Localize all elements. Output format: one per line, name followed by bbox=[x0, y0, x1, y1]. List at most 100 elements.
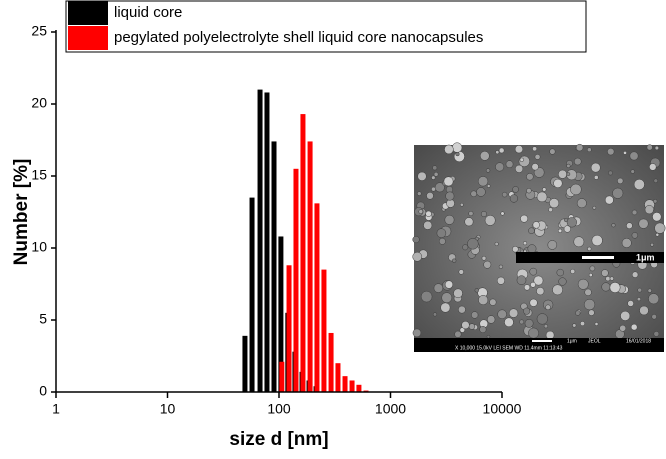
bar bbox=[321, 269, 327, 392]
sem-grain bbox=[417, 171, 427, 181]
sem-grain bbox=[524, 318, 534, 328]
sem-grain bbox=[653, 199, 658, 204]
sem-grain bbox=[436, 228, 447, 238]
sem-grain bbox=[467, 238, 479, 250]
sem-grain bbox=[650, 242, 654, 247]
sem-grain bbox=[573, 236, 585, 248]
sem-grain bbox=[611, 223, 616, 228]
sem-grain bbox=[605, 276, 611, 282]
y-axis-label: Number [%] bbox=[11, 159, 32, 266]
sem-grain bbox=[527, 244, 537, 254]
sem-grain bbox=[654, 145, 659, 151]
bar bbox=[264, 92, 270, 392]
sem-grain bbox=[462, 244, 469, 251]
sem-grain bbox=[433, 171, 439, 177]
sem-grain bbox=[648, 293, 660, 305]
sem-grain bbox=[652, 212, 662, 222]
y-tick-label: 15 bbox=[31, 167, 47, 183]
bar bbox=[356, 384, 362, 392]
x-axis-label: size d [nm] bbox=[229, 429, 328, 450]
sem-grain bbox=[528, 327, 539, 339]
legend-swatch bbox=[68, 26, 108, 50]
sem-grain bbox=[519, 157, 524, 162]
bar bbox=[349, 380, 355, 392]
sem-grain bbox=[576, 198, 587, 209]
sem-grain bbox=[452, 258, 457, 263]
sem-grain bbox=[566, 172, 571, 176]
sem-grain bbox=[498, 264, 504, 269]
sem-texture bbox=[412, 142, 666, 340]
sem-grain bbox=[588, 309, 595, 316]
sem-grain bbox=[639, 305, 649, 316]
bar bbox=[279, 361, 285, 392]
sem-grain bbox=[536, 287, 545, 296]
sem-grain bbox=[577, 278, 589, 290]
sem-grain bbox=[470, 190, 477, 198]
sem-grain bbox=[630, 169, 635, 174]
bar bbox=[335, 363, 341, 392]
sem-grain bbox=[454, 330, 462, 338]
sem-grain bbox=[494, 241, 499, 247]
sem-grain bbox=[626, 222, 633, 229]
y-tick-label: 5 bbox=[39, 311, 47, 327]
sem-grain bbox=[591, 234, 603, 247]
sem-grain bbox=[455, 152, 460, 157]
bar bbox=[286, 265, 292, 392]
sem-grain bbox=[637, 287, 642, 293]
bar bbox=[271, 141, 277, 392]
sem-grain bbox=[563, 225, 571, 233]
sem-grain bbox=[593, 175, 599, 180]
sem-grain bbox=[612, 187, 624, 199]
sem-grain bbox=[573, 157, 582, 166]
x-tick-label: 100 bbox=[267, 401, 291, 417]
sem-grain bbox=[420, 290, 433, 303]
sem-grain bbox=[528, 227, 535, 235]
sem-grain bbox=[572, 323, 577, 328]
sem-grain bbox=[501, 191, 508, 198]
sem-grain bbox=[627, 300, 634, 307]
sem-grain bbox=[543, 324, 549, 329]
sem-grain bbox=[651, 314, 657, 320]
sem-grain bbox=[412, 235, 420, 244]
sem-grain bbox=[529, 267, 538, 276]
sem-grain bbox=[434, 182, 445, 193]
sem-grain bbox=[476, 187, 486, 197]
sem-grain bbox=[512, 245, 519, 253]
bar bbox=[249, 197, 255, 392]
y-tick-label: 25 bbox=[31, 23, 47, 39]
bar bbox=[278, 236, 284, 392]
sem-grain bbox=[519, 319, 525, 325]
sem-grain bbox=[549, 148, 556, 155]
sem-grain bbox=[486, 334, 491, 339]
sem-inset: 1μm 1μm JEOL 16/01/2018 X 10,000 15.0kV … bbox=[412, 142, 666, 352]
sem-grain bbox=[631, 209, 638, 216]
sem-grain bbox=[621, 238, 632, 248]
sem-grain bbox=[566, 163, 571, 168]
sem-grain bbox=[609, 282, 621, 293]
sem-grain bbox=[523, 284, 531, 291]
sem-grain bbox=[617, 177, 624, 185]
sem-grain bbox=[552, 284, 563, 296]
sem-grain bbox=[479, 325, 487, 334]
sem-grain bbox=[480, 210, 487, 218]
sem-grain bbox=[418, 209, 424, 214]
sem-grain bbox=[609, 276, 614, 281]
scale-bar bbox=[582, 256, 614, 259]
sem-grain bbox=[520, 214, 529, 223]
legend-label: liquid core bbox=[114, 4, 182, 21]
sem-grain bbox=[536, 191, 548, 203]
sem-grain bbox=[631, 271, 639, 278]
sem-grain bbox=[653, 331, 660, 337]
bars bbox=[242, 89, 369, 392]
sem-grain bbox=[474, 288, 479, 293]
sem-grain bbox=[486, 184, 491, 188]
sem-grain bbox=[536, 313, 548, 325]
sem-grain bbox=[426, 192, 434, 200]
sem-grain bbox=[629, 151, 639, 161]
sem-grain bbox=[486, 315, 496, 324]
sem-grain bbox=[508, 308, 519, 318]
bar bbox=[342, 376, 348, 392]
sem-grain bbox=[646, 144, 653, 151]
sem-grain bbox=[504, 317, 514, 328]
